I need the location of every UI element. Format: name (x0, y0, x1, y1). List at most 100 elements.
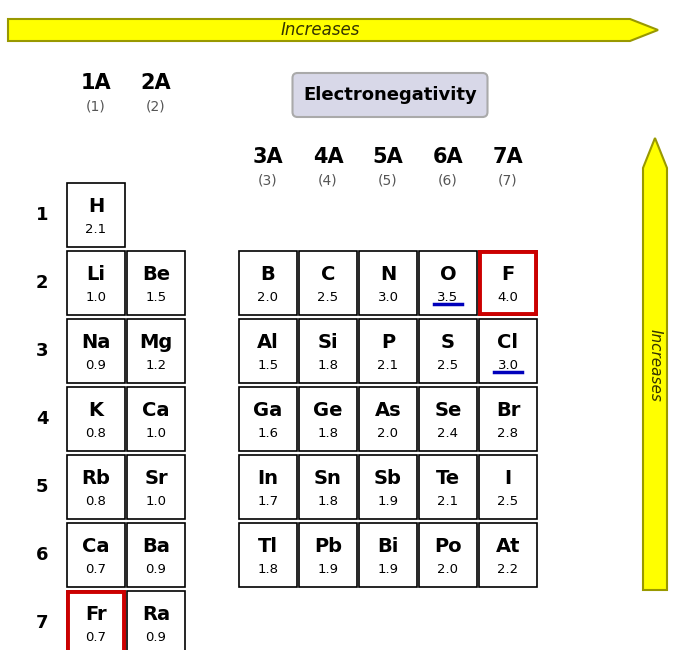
Text: 4.0: 4.0 (497, 291, 518, 304)
Text: 1.0: 1.0 (146, 495, 166, 508)
Bar (239, 523, 297, 587)
Bar (419, 523, 477, 587)
Text: 0.8: 0.8 (86, 426, 107, 439)
Text: 2.0: 2.0 (257, 291, 278, 304)
Text: H: H (88, 197, 104, 216)
Text: 2.1: 2.1 (86, 222, 107, 235)
Bar (67, 455, 125, 519)
Text: Ba: Ba (142, 537, 170, 556)
Bar (479, 319, 537, 383)
Text: 2.1: 2.1 (378, 359, 399, 372)
Text: 5A: 5A (373, 147, 404, 167)
Text: Na: Na (81, 333, 111, 352)
FancyArrow shape (643, 138, 667, 590)
Text: 0.7: 0.7 (86, 630, 107, 644)
Bar (67, 183, 125, 247)
Text: 2.5: 2.5 (497, 495, 518, 508)
Text: Be: Be (142, 265, 170, 284)
Bar (127, 523, 185, 587)
Text: 1.9: 1.9 (317, 563, 339, 576)
FancyArrow shape (8, 19, 658, 41)
Bar (299, 251, 357, 315)
Text: 4: 4 (36, 410, 49, 428)
Bar (359, 523, 417, 587)
FancyBboxPatch shape (293, 73, 488, 117)
Text: At: At (496, 537, 521, 556)
Text: (3): (3) (258, 173, 278, 187)
Text: 1.8: 1.8 (317, 426, 339, 439)
Text: B: B (261, 265, 276, 284)
Text: 0.9: 0.9 (146, 630, 166, 644)
Text: 2.0: 2.0 (438, 563, 458, 576)
Bar (419, 319, 477, 383)
Text: 3.0: 3.0 (497, 359, 518, 372)
Text: 1.5: 1.5 (257, 359, 278, 372)
Text: (5): (5) (378, 173, 398, 187)
Text: 2A: 2A (141, 73, 171, 93)
Text: 6A: 6A (433, 147, 463, 167)
Bar (299, 319, 357, 383)
Text: 1A: 1A (81, 73, 111, 93)
Text: 1.2: 1.2 (146, 359, 167, 372)
Text: 2: 2 (36, 274, 49, 292)
Text: Ca: Ca (142, 401, 170, 420)
Text: Rb: Rb (81, 469, 110, 488)
Text: I: I (504, 469, 512, 488)
Text: C: C (321, 265, 335, 284)
Text: 2.1: 2.1 (438, 495, 458, 508)
Text: 1.7: 1.7 (257, 495, 278, 508)
Text: (2): (2) (146, 100, 166, 114)
Text: 0.9: 0.9 (146, 563, 166, 576)
Bar (127, 591, 185, 650)
Text: 2.5: 2.5 (438, 359, 458, 372)
Text: Tl: Tl (258, 537, 278, 556)
Bar (419, 251, 477, 315)
Text: 3: 3 (36, 342, 49, 360)
Text: (1): (1) (86, 100, 106, 114)
Text: In: In (257, 469, 278, 488)
Text: Cl: Cl (497, 333, 518, 352)
Text: 0.7: 0.7 (86, 563, 107, 576)
Text: Se: Se (434, 401, 462, 420)
Text: 2.0: 2.0 (378, 426, 399, 439)
Text: (6): (6) (438, 173, 458, 187)
Text: (4): (4) (318, 173, 338, 187)
Text: 1.8: 1.8 (317, 495, 339, 508)
Text: Ra: Ra (142, 605, 170, 624)
Bar (239, 251, 297, 315)
Text: 1.8: 1.8 (317, 359, 339, 372)
Text: 1.0: 1.0 (86, 291, 107, 304)
Text: 0.9: 0.9 (86, 359, 107, 372)
Bar (479, 387, 537, 451)
Bar (127, 387, 185, 451)
Text: Ca: Ca (82, 537, 109, 556)
Bar (479, 523, 537, 587)
Text: N: N (380, 265, 396, 284)
Bar (299, 455, 357, 519)
Text: Pb: Pb (314, 537, 342, 556)
Text: 3.5: 3.5 (438, 291, 458, 304)
Text: Ge: Ge (313, 401, 343, 420)
Text: 1.8: 1.8 (257, 563, 278, 576)
Text: Bi: Bi (378, 537, 399, 556)
Text: Fr: Fr (86, 605, 107, 624)
Text: Increases: Increases (648, 328, 663, 402)
Text: Increases: Increases (280, 21, 360, 39)
Text: 3A: 3A (252, 147, 283, 167)
Text: Al: Al (257, 333, 279, 352)
Text: O: O (440, 265, 456, 284)
Text: (7): (7) (498, 173, 518, 187)
Bar (239, 319, 297, 383)
Bar (419, 455, 477, 519)
Bar (127, 455, 185, 519)
Bar (359, 455, 417, 519)
Text: Si: Si (317, 333, 339, 352)
Text: Ga: Ga (253, 401, 282, 420)
Text: K: K (88, 401, 103, 420)
Bar (479, 251, 537, 315)
Text: 2.8: 2.8 (497, 426, 518, 439)
Text: Li: Li (86, 265, 105, 284)
Text: 5: 5 (36, 478, 49, 496)
Text: 1.9: 1.9 (378, 563, 399, 576)
Bar (67, 251, 125, 315)
